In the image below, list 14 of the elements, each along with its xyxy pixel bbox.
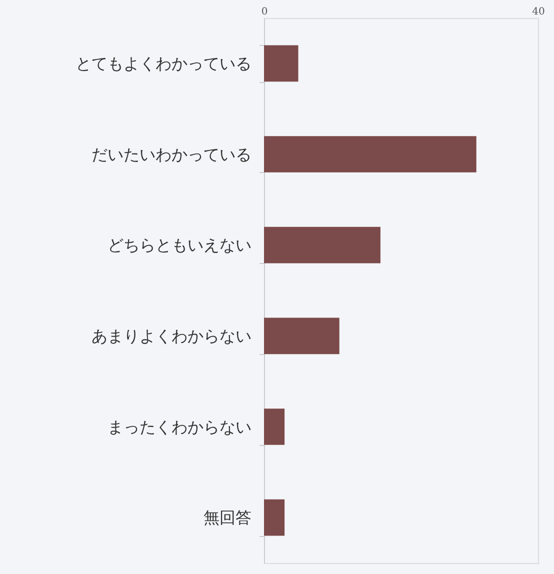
y-tick-label: とてもよくわかっている — [76, 54, 252, 73]
bar — [264, 226, 380, 264]
y-tick-label: だいたいわかっている — [92, 144, 252, 164]
y-tick-label: どちらともいえない — [108, 236, 252, 255]
bar — [264, 499, 285, 536]
bar — [264, 45, 298, 82]
bar — [264, 136, 476, 172]
bar — [264, 408, 285, 445]
bar — [264, 318, 340, 354]
y-tick-label: あまりよくわからない — [92, 326, 252, 346]
y-tick-label: まったくわからない — [108, 417, 252, 436]
x-tick-label: 0 — [261, 6, 268, 18]
y-tick-label: 無回答 — [204, 508, 252, 528]
x-tick-label: 40 — [532, 6, 545, 18]
